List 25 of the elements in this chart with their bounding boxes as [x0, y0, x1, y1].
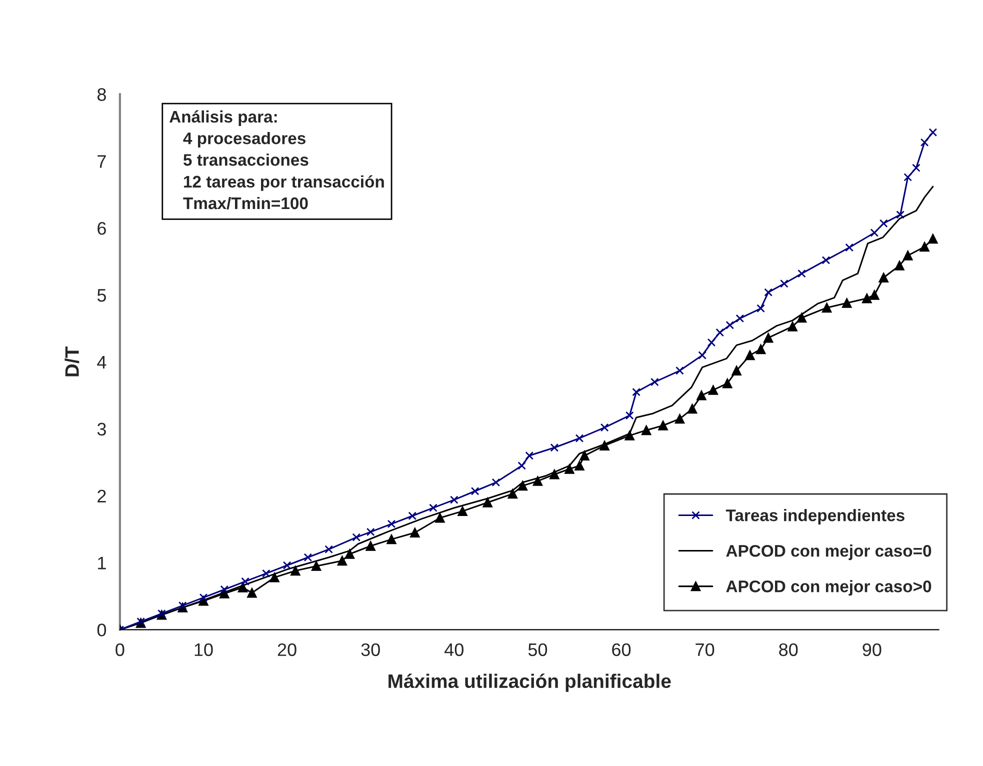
y-tick-label: 3 [97, 422, 106, 436]
x-tick-label: 30 [361, 643, 380, 656]
legend-label: Tareas independientes [726, 509, 904, 525]
x-tick-label: 20 [278, 643, 296, 656]
x-tick-label: 50 [528, 643, 548, 656]
y-tick-label: 2 [98, 490, 106, 502]
x-tick-label: 10 [194, 643, 213, 656]
y-tick-label: 8 [97, 88, 106, 101]
annotation: Análisis para: 4 procesadores 5 transacciones 12 tareas por transacción Tmax/Tmin=100 [169, 110, 384, 210]
x-tick-label: 70 [696, 643, 714, 656]
x-tick-label: 90 [862, 643, 882, 656]
y-tick-label: 1 [98, 556, 106, 570]
x-tick-label: 40 [444, 643, 464, 656]
y-axis-title: D/T [64, 346, 80, 376]
x-tick-label: 60 [612, 643, 631, 656]
y-tick-label: 4 [97, 356, 106, 368]
x-tick-label: 0 [116, 643, 124, 656]
x-tick-label: 80 [779, 643, 798, 656]
y-tick-label: 7 [98, 155, 106, 168]
x-axis-title: Máxima utilización planificable [388, 674, 671, 692]
y-tick-label: 5 [97, 289, 106, 302]
y-tick-label: 6 [98, 222, 106, 235]
legend-label: APCOD con mejor caso=0 [726, 544, 932, 560]
y-tick-label: 0 [97, 624, 106, 636]
legend-label: APCOD con mejor caso>0 [726, 580, 932, 596]
